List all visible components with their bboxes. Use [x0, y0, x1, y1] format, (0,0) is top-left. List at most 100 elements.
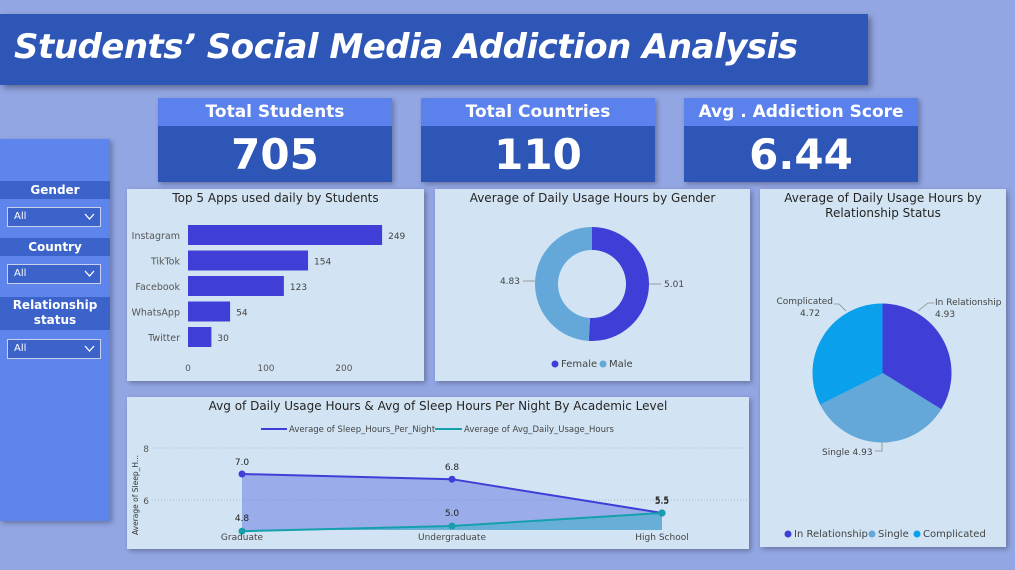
donut-data-label: 5.01	[664, 280, 684, 290]
data-label-sleep: 5.5	[655, 497, 669, 507]
chart-title: Avg of Daily Usage Hours & Avg of Sleep …	[208, 399, 668, 413]
y-tick-label: 6	[143, 497, 149, 507]
bar-data-label: 249	[388, 232, 405, 242]
chevron-down-icon	[84, 345, 95, 352]
bar-category-label: WhatsApp	[132, 308, 180, 319]
point-sleep	[448, 475, 456, 483]
legend-swatch	[868, 530, 876, 538]
legend-label: Average of Avg_Daily_Usage_Hours	[464, 425, 614, 435]
kpi-label: Total Students	[158, 98, 392, 126]
area-fill-sleep	[242, 474, 662, 530]
top-apps-bar-chart: Instagram 249 TikTok 154 Facebook 123 WhatsApp…	[132, 225, 406, 374]
data-label-usage: 5.5	[655, 496, 669, 506]
kpi-value: 705	[158, 126, 392, 182]
legend-label: In Relationship	[794, 529, 868, 540]
x-tick-label: 200	[335, 364, 352, 374]
kpi-value: 6.44	[684, 126, 918, 182]
bar-data-label: 30	[217, 334, 229, 344]
top-apps-card: Top 5 Apps used daily by Students Instag…	[127, 189, 424, 381]
kpi-card-avg-addiction-score: Avg . Addiction Score 6.44	[684, 98, 918, 182]
kpi-label: Avg . Addiction Score	[684, 98, 918, 126]
pie-data-label: 4.93	[935, 310, 955, 320]
pie-slice	[881, 303, 952, 410]
bar-data-label: 54	[236, 309, 248, 319]
usage-sleep-by-academic-level-card: Avg of Daily Usage Hours & Avg of Sleep …	[127, 397, 749, 549]
kpi-value: 110	[421, 126, 655, 182]
bar	[188, 250, 309, 271]
legend-label: Male	[609, 359, 633, 370]
bar-category-label: Twitter	[147, 333, 180, 344]
pie-data-label: Complicated	[776, 297, 833, 307]
pie-leader-line	[834, 303, 847, 312]
kpi-card-total-countries: Total Countries 110	[421, 98, 655, 182]
kpi-label: Total Countries	[421, 98, 655, 126]
bar	[188, 225, 383, 245]
pie-data-label: Single 4.93	[822, 448, 873, 458]
bar-data-label: 123	[290, 283, 307, 293]
country-dropdown[interactable]: All	[7, 264, 101, 284]
relationship-status-dropdown-value: All	[14, 343, 27, 354]
x-tick-label: 0	[185, 364, 191, 374]
legend-label: Average of Sleep_Hours_Per_Night	[289, 425, 436, 435]
legend-swatch	[913, 530, 921, 538]
title-banner: Students’ Social Media Addiction Analysi…	[0, 14, 868, 85]
area-fill-usage	[242, 513, 662, 532]
point-usage	[448, 522, 456, 530]
pie-slice	[819, 372, 942, 443]
gender-dropdown-value: All	[14, 211, 27, 222]
point-sleep	[238, 470, 246, 478]
kpi-card-total-students: Total Students 705	[158, 98, 392, 182]
country-dropdown-value: All	[14, 268, 27, 279]
legend-label: Complicated	[923, 529, 986, 540]
gender-dropdown[interactable]: All	[7, 207, 101, 227]
filter-panel: Gender All Country All Relationship stat…	[0, 139, 110, 521]
donut-data-label: 4.83	[500, 277, 520, 287]
bar-data-label: 154	[314, 258, 331, 268]
pie-slice	[812, 303, 883, 405]
slicer-label-relationship-status-text: Relationship status	[12, 298, 98, 327]
bar-category-label: Instagram	[132, 231, 180, 242]
pie-leader-line	[917, 302, 934, 312]
bar-category-label: TikTok	[150, 257, 181, 268]
pie-leader-line	[875, 442, 883, 452]
pie-data-label: In Relationship	[935, 298, 1002, 308]
slicer-label-country: Country	[0, 238, 110, 256]
bar	[188, 327, 212, 347]
chart-title: Average of Daily Usage Hours by Gender	[469, 191, 716, 205]
slicer-label-gender: Gender	[0, 181, 110, 199]
data-label-sleep: 7.0	[235, 458, 250, 468]
point-usage	[238, 527, 246, 535]
chart-title: Top 5 Apps used daily by Students	[172, 191, 379, 205]
chevron-down-icon	[84, 270, 95, 277]
donut-slice	[588, 227, 650, 341]
y-axis-label: Average of Sleep_H...	[131, 455, 140, 535]
donut-slice	[535, 227, 592, 341]
legend-label: Single	[878, 529, 909, 540]
x-tick-label: 100	[257, 364, 274, 374]
usage-by-gender-card: Average of Daily Usage Hours by Gender 5…	[435, 189, 750, 381]
legend-label: Female	[561, 359, 597, 370]
relationship-status-dropdown[interactable]: All	[7, 339, 101, 359]
chevron-down-icon	[84, 213, 95, 220]
usage-by-gender-donut-chart: 5.01 4.83 Female Male	[500, 227, 684, 370]
pie-data-label: 4.72	[800, 309, 820, 319]
data-label-sleep: 6.8	[445, 463, 460, 473]
legend-swatch	[784, 530, 792, 538]
y-tick-label: 8	[143, 445, 149, 455]
data-label-usage: 4.8	[235, 514, 250, 524]
x-tick-label: High School	[635, 533, 688, 543]
legend-swatch	[551, 360, 559, 368]
bar	[188, 301, 231, 322]
bar	[188, 276, 284, 296]
bar-category-label: Facebook	[135, 282, 180, 293]
data-label-usage: 5.0	[445, 509, 460, 519]
usage-by-relationship-pie-chart: In Relationship 4.93 Complicated 4.72 Single…	[776, 297, 1002, 540]
slicer-label-relationship-status: Relationship status	[0, 297, 110, 330]
dashboard-title: Students’ Social Media Addiction Analysi…	[14, 27, 798, 67]
chart-title: Average of Daily Usage Hours by Relation…	[784, 191, 982, 220]
usage-by-relationship-card: Average of Daily Usage Hours by Relation…	[760, 189, 1006, 547]
x-tick-label: Undergraduate	[418, 533, 486, 543]
legend-swatch	[599, 360, 607, 368]
point-usage	[658, 509, 666, 517]
x-tick-label: Graduate	[221, 533, 264, 543]
